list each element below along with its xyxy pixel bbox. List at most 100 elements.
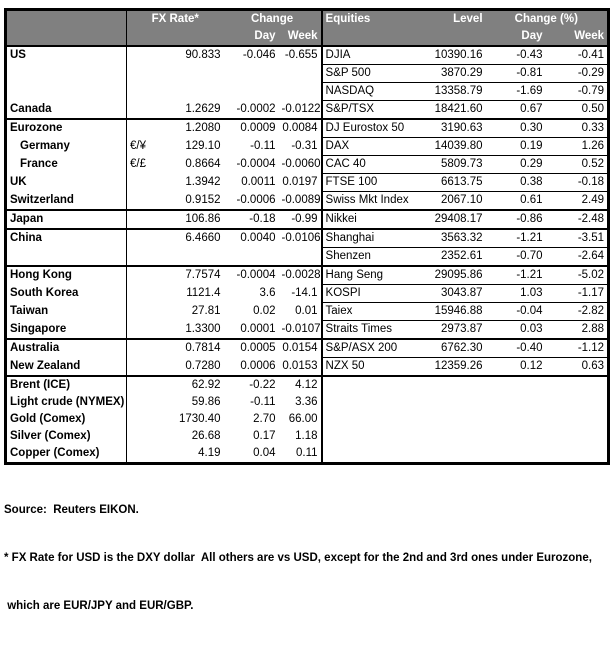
equity-day-change-value: 0.12 <box>520 360 543 372</box>
fx-country-label: Canada <box>10 102 52 115</box>
equity-level-value <box>426 411 486 428</box>
table-row: Switzerland 0.9152 -0.0006 -0.0089 Swiss Mkt… <box>6 191 609 210</box>
equity-day-change-value <box>485 375 546 394</box>
equities-column-header: Equities <box>320 9 426 28</box>
header-blank <box>125 28 224 47</box>
table-row: France €/£ 0.8664 -0.0004 -0.0060 CAC 40 5809.… <box>6 155 609 174</box>
equity-week-change-value <box>546 445 609 464</box>
fx-currency-pair-label <box>126 82 157 101</box>
equity-week-change-value: 2.49 <box>581 194 605 206</box>
equity-index-label: NZX 50 <box>320 357 426 376</box>
fx-week-change-value: -0.0122 <box>281 102 321 115</box>
fx-rate-value: 62.92 <box>156 375 224 394</box>
equity-day-change-value <box>486 394 546 411</box>
fx-rate-value: 1.3942 <box>185 176 221 188</box>
header-row-2: Day Week Day Week <box>5 28 609 47</box>
equity-week-change-value: 0.52 <box>545 155 609 174</box>
fx-rate-value: 106.86 <box>156 209 224 229</box>
equity-level-value: 29408.17 <box>425 209 486 229</box>
equity-index-label: Taiex <box>320 302 426 321</box>
fx-currency-pair-label <box>126 302 157 321</box>
fx-rate-value: 0.8664 <box>185 158 221 170</box>
equity-day-change-value: -1.21 <box>485 265 546 285</box>
equity-day-change-value: 0.03 <box>520 323 543 335</box>
fx-currency-pair-label <box>126 394 157 411</box>
table-row: New Zealand 0.7280 0.0006 0.0153 NZX 50 12359… <box>6 357 609 376</box>
fx-day-change-value: 0.0040 <box>223 228 279 248</box>
equity-level-value <box>426 394 486 411</box>
equity-day-change-value: -0.43 <box>485 46 546 65</box>
equity-week-change-value: -0.79 <box>545 82 609 101</box>
equity-level-value: 2352.61 <box>440 250 483 262</box>
table-row: Japan 106.86 -0.18 -0.99 Nikkei 29408.17 -0.86… <box>5 209 609 229</box>
fx-country-label: China <box>5 228 127 248</box>
fx-currency-pair-label <box>126 411 157 428</box>
fx-currency-pair-label <box>126 357 157 376</box>
fx-currency-pair-label: €/¥ <box>126 137 157 156</box>
equity-day-change-value: 0.29 <box>485 155 546 174</box>
fx-week-change-value: 0.01 <box>295 305 318 317</box>
fx-day-change-value: 0.0011 <box>241 176 276 188</box>
equity-week-change-value: 0.50 <box>581 103 605 115</box>
equity-index-label <box>320 428 426 445</box>
fx-country-label: South Korea <box>10 287 79 299</box>
fx-country-label: Copper (Comex) <box>10 447 100 459</box>
fx-country-label: Brent (ICE) <box>5 375 127 394</box>
header-blank <box>425 28 486 47</box>
equity-index-label: NASDAQ <box>320 82 426 101</box>
fx-week-change-value: -0.0107 <box>281 322 321 335</box>
equity-day-change-value: -0.70 <box>516 250 543 262</box>
fx-rate-value: 1.2080 <box>156 118 224 138</box>
equity-level-value: 3190.63 <box>425 118 486 138</box>
fx-day-change-value: -0.11 <box>250 140 276 152</box>
equity-index-label: Nikkei <box>320 209 426 229</box>
fx-week-change-value: -0.0106 <box>278 228 322 248</box>
fx-week-change-value: -0.99 <box>278 209 322 229</box>
table-row: Taiwan 27.81 0.02 0.01 Taiex 15946.88 -0.04 -2.… <box>6 302 609 321</box>
fx-rate-value <box>157 83 224 101</box>
fx-day-change-value <box>224 248 279 267</box>
fx-rate-value: 1.2629 <box>185 102 221 115</box>
fx-day-change-value: 0.02 <box>253 305 276 317</box>
equity-day-change-value: 0.67 <box>520 103 543 115</box>
fx-day-change-value: -0.0002 <box>236 102 276 115</box>
fx-rate-column-header: FX Rate* <box>125 9 224 28</box>
fx-rate-value: 1.3300 <box>185 322 221 335</box>
fx-country-label: Switzerland <box>10 193 74 206</box>
equity-week-change-value <box>546 411 609 428</box>
equities-change-column-header: Change (%) <box>485 9 609 28</box>
equity-index-label: S&P/TSX <box>320 100 426 119</box>
equity-day-change-value: 0.30 <box>485 118 546 138</box>
fx-day-change-value: -0.0004 <box>223 265 279 285</box>
equity-index-label <box>320 445 426 464</box>
equity-level-value <box>426 428 486 445</box>
equity-level-value: 3870.29 <box>425 64 486 83</box>
table-row: S&P 500 3870.29 -0.81 -0.29 <box>6 64 609 83</box>
fx-currency-pair-label <box>126 247 157 266</box>
equity-week-change-value: -1.12 <box>545 338 609 358</box>
fx-day-change-value: 2.70 <box>253 413 276 425</box>
equity-day-change-value: -1.69 <box>485 82 546 101</box>
fx-week-change-value: 3.36 <box>295 396 318 408</box>
equity-week-change-value: 1.26 <box>545 137 609 156</box>
fx-rate-value: 59.86 <box>191 396 221 408</box>
equity-day-change-value: -1.21 <box>485 228 546 248</box>
fx-country-label: Japan <box>5 209 127 229</box>
equity-week-change-value: 2.88 <box>581 323 605 335</box>
fx-day-change-value: -0.0006 <box>236 193 276 206</box>
fx-country-label <box>6 65 127 83</box>
table-row: NASDAQ 13358.79 -1.69 -0.79 <box>6 82 609 101</box>
fx-rate-value: 90.833 <box>185 49 221 62</box>
fx-day-change-value: 0.17 <box>253 430 276 442</box>
fx-day-change-value: -0.046 <box>242 49 276 62</box>
fx-day-change-value: 0.0006 <box>240 359 276 372</box>
fx-day-change-value <box>224 83 279 101</box>
fx-country-label: Taiwan <box>10 305 49 317</box>
header-blank <box>5 28 127 47</box>
fx-week-column-header: Week <box>278 28 322 47</box>
equity-week-change-value: -2.82 <box>545 302 609 321</box>
fx-day-change-value: 0.0001 <box>240 322 276 335</box>
equity-index-label: Shanghai <box>320 228 426 248</box>
equity-week-change-value: -2.64 <box>577 250 605 262</box>
